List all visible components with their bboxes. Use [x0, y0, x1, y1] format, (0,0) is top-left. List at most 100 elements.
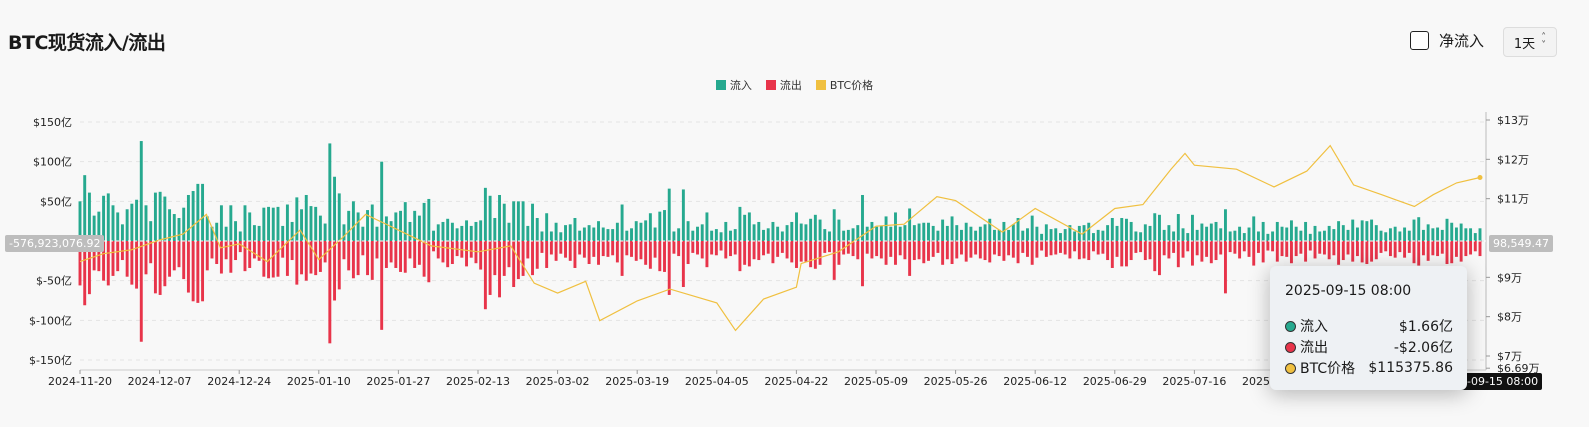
left-axis-tick: $-50亿	[36, 275, 72, 288]
inflow-bar	[785, 225, 789, 241]
outflow-bar	[752, 241, 756, 260]
inflow-bar	[333, 176, 337, 241]
inflow-bar	[1054, 228, 1058, 241]
inflow-bar	[285, 204, 289, 241]
inflow-bar	[361, 226, 365, 241]
inflow-bar	[483, 187, 487, 241]
outflow-bar	[677, 241, 681, 257]
outflow-bar	[950, 241, 954, 265]
outflow-bar	[1247, 241, 1251, 257]
net-inflow-toggle[interactable]: 净流入	[1410, 30, 1484, 51]
inflow-bar	[1454, 227, 1458, 241]
outflow-bar	[366, 241, 370, 276]
inflow-bar	[865, 226, 869, 241]
inflow-bar	[1077, 225, 1081, 241]
outflow-bar	[785, 241, 789, 259]
inflow-bar	[1252, 216, 1256, 241]
inflow-bar	[1092, 233, 1095, 241]
outflow-bar	[469, 241, 473, 258]
inflow-bar	[1327, 225, 1331, 241]
outflow-bar	[248, 241, 252, 268]
net-inflow-checkbox[interactable]	[1410, 31, 1429, 50]
inflow-bar	[271, 207, 275, 241]
inflow-bar	[290, 221, 294, 241]
inflow-bar	[705, 212, 709, 241]
outflow-bar	[1289, 241, 1293, 264]
inflow-bar	[988, 218, 992, 241]
inflow-bar	[729, 230, 732, 241]
outflow-bar	[757, 241, 761, 261]
outflow-bar	[790, 241, 794, 263]
interval-select[interactable]: 1天 ˄ ˅	[1503, 27, 1557, 57]
outflow-bar	[639, 241, 643, 260]
inflow-bar	[1110, 217, 1114, 241]
inflow-bar	[1294, 226, 1298, 241]
outflow-bar	[634, 241, 638, 261]
inflow-bar	[1073, 231, 1077, 241]
inflow-bar	[606, 229, 610, 241]
inflow-bar	[554, 222, 558, 241]
outflow-bar	[1205, 241, 1209, 257]
tooltip-dot-inflow	[1285, 320, 1296, 332]
inflow-bar	[582, 227, 586, 241]
x-axis-tick: 2024-11-20	[48, 375, 112, 388]
inflow-bar	[738, 206, 742, 241]
outflow-bar	[606, 241, 610, 257]
inflow-bar	[1440, 229, 1444, 241]
outflow-bar	[1219, 241, 1223, 255]
inflow-bar	[1341, 225, 1345, 241]
outflow-bar	[1030, 241, 1034, 265]
price-line	[79, 144, 1481, 332]
inflow-bar	[1445, 218, 1449, 241]
outflow-bar	[186, 241, 190, 293]
outflow-bar	[955, 241, 959, 259]
outflow-bar	[865, 241, 869, 254]
outflow-bar	[870, 241, 874, 259]
inflow-bar	[295, 197, 299, 241]
inflow-bar	[1289, 220, 1293, 241]
inflow-bar	[158, 191, 162, 241]
outflow-bar	[1313, 241, 1317, 259]
outflow-bar	[252, 241, 256, 259]
inflow-bar	[469, 225, 473, 241]
inflow-bar	[248, 212, 252, 241]
inflow-bar	[1158, 214, 1161, 241]
inflow-bar	[1209, 223, 1213, 241]
outflow-bar	[163, 241, 167, 287]
inflow-bar	[894, 212, 897, 241]
right-axis-tick: $13万	[1497, 114, 1529, 127]
legend-item-inflow[interactable]: 流入	[715, 77, 752, 93]
inflow-bar	[653, 227, 657, 241]
outflow-bar	[1106, 241, 1110, 261]
inflow-bar	[795, 212, 798, 241]
inflow-bar	[1167, 225, 1171, 241]
inflow-bar	[347, 210, 351, 241]
outflow-bar	[493, 241, 497, 276]
outflow-bar	[347, 241, 351, 271]
outflow-bar	[1176, 241, 1180, 268]
inflow-bar	[502, 203, 506, 241]
outflow-bar	[351, 241, 355, 279]
outflow-bar	[1167, 241, 1171, 259]
outflow-bar	[1195, 241, 1199, 256]
inflow-bar	[267, 206, 271, 241]
outflow-bar	[644, 241, 648, 265]
legend-item-price[interactable]: BTC价格	[815, 77, 873, 93]
inflow-bar	[1016, 217, 1020, 241]
outflow-bar	[1190, 241, 1194, 266]
inflow-bar	[1421, 229, 1425, 241]
inflow-bar	[545, 213, 549, 241]
legend-item-outflow[interactable]: 流出	[765, 77, 802, 93]
inflow-bar	[389, 221, 393, 241]
inflow-bar	[97, 211, 101, 241]
inflow-bar	[460, 225, 464, 241]
inflow-bar	[766, 228, 770, 241]
outflow-bar	[615, 241, 619, 263]
inflow-bar	[1403, 227, 1407, 241]
outflow-bar	[1341, 241, 1345, 261]
outflow-bar	[828, 241, 831, 253]
outflow-bar	[1021, 241, 1025, 253]
outflow-bar	[417, 241, 421, 265]
outflow-bar	[1214, 241, 1218, 261]
